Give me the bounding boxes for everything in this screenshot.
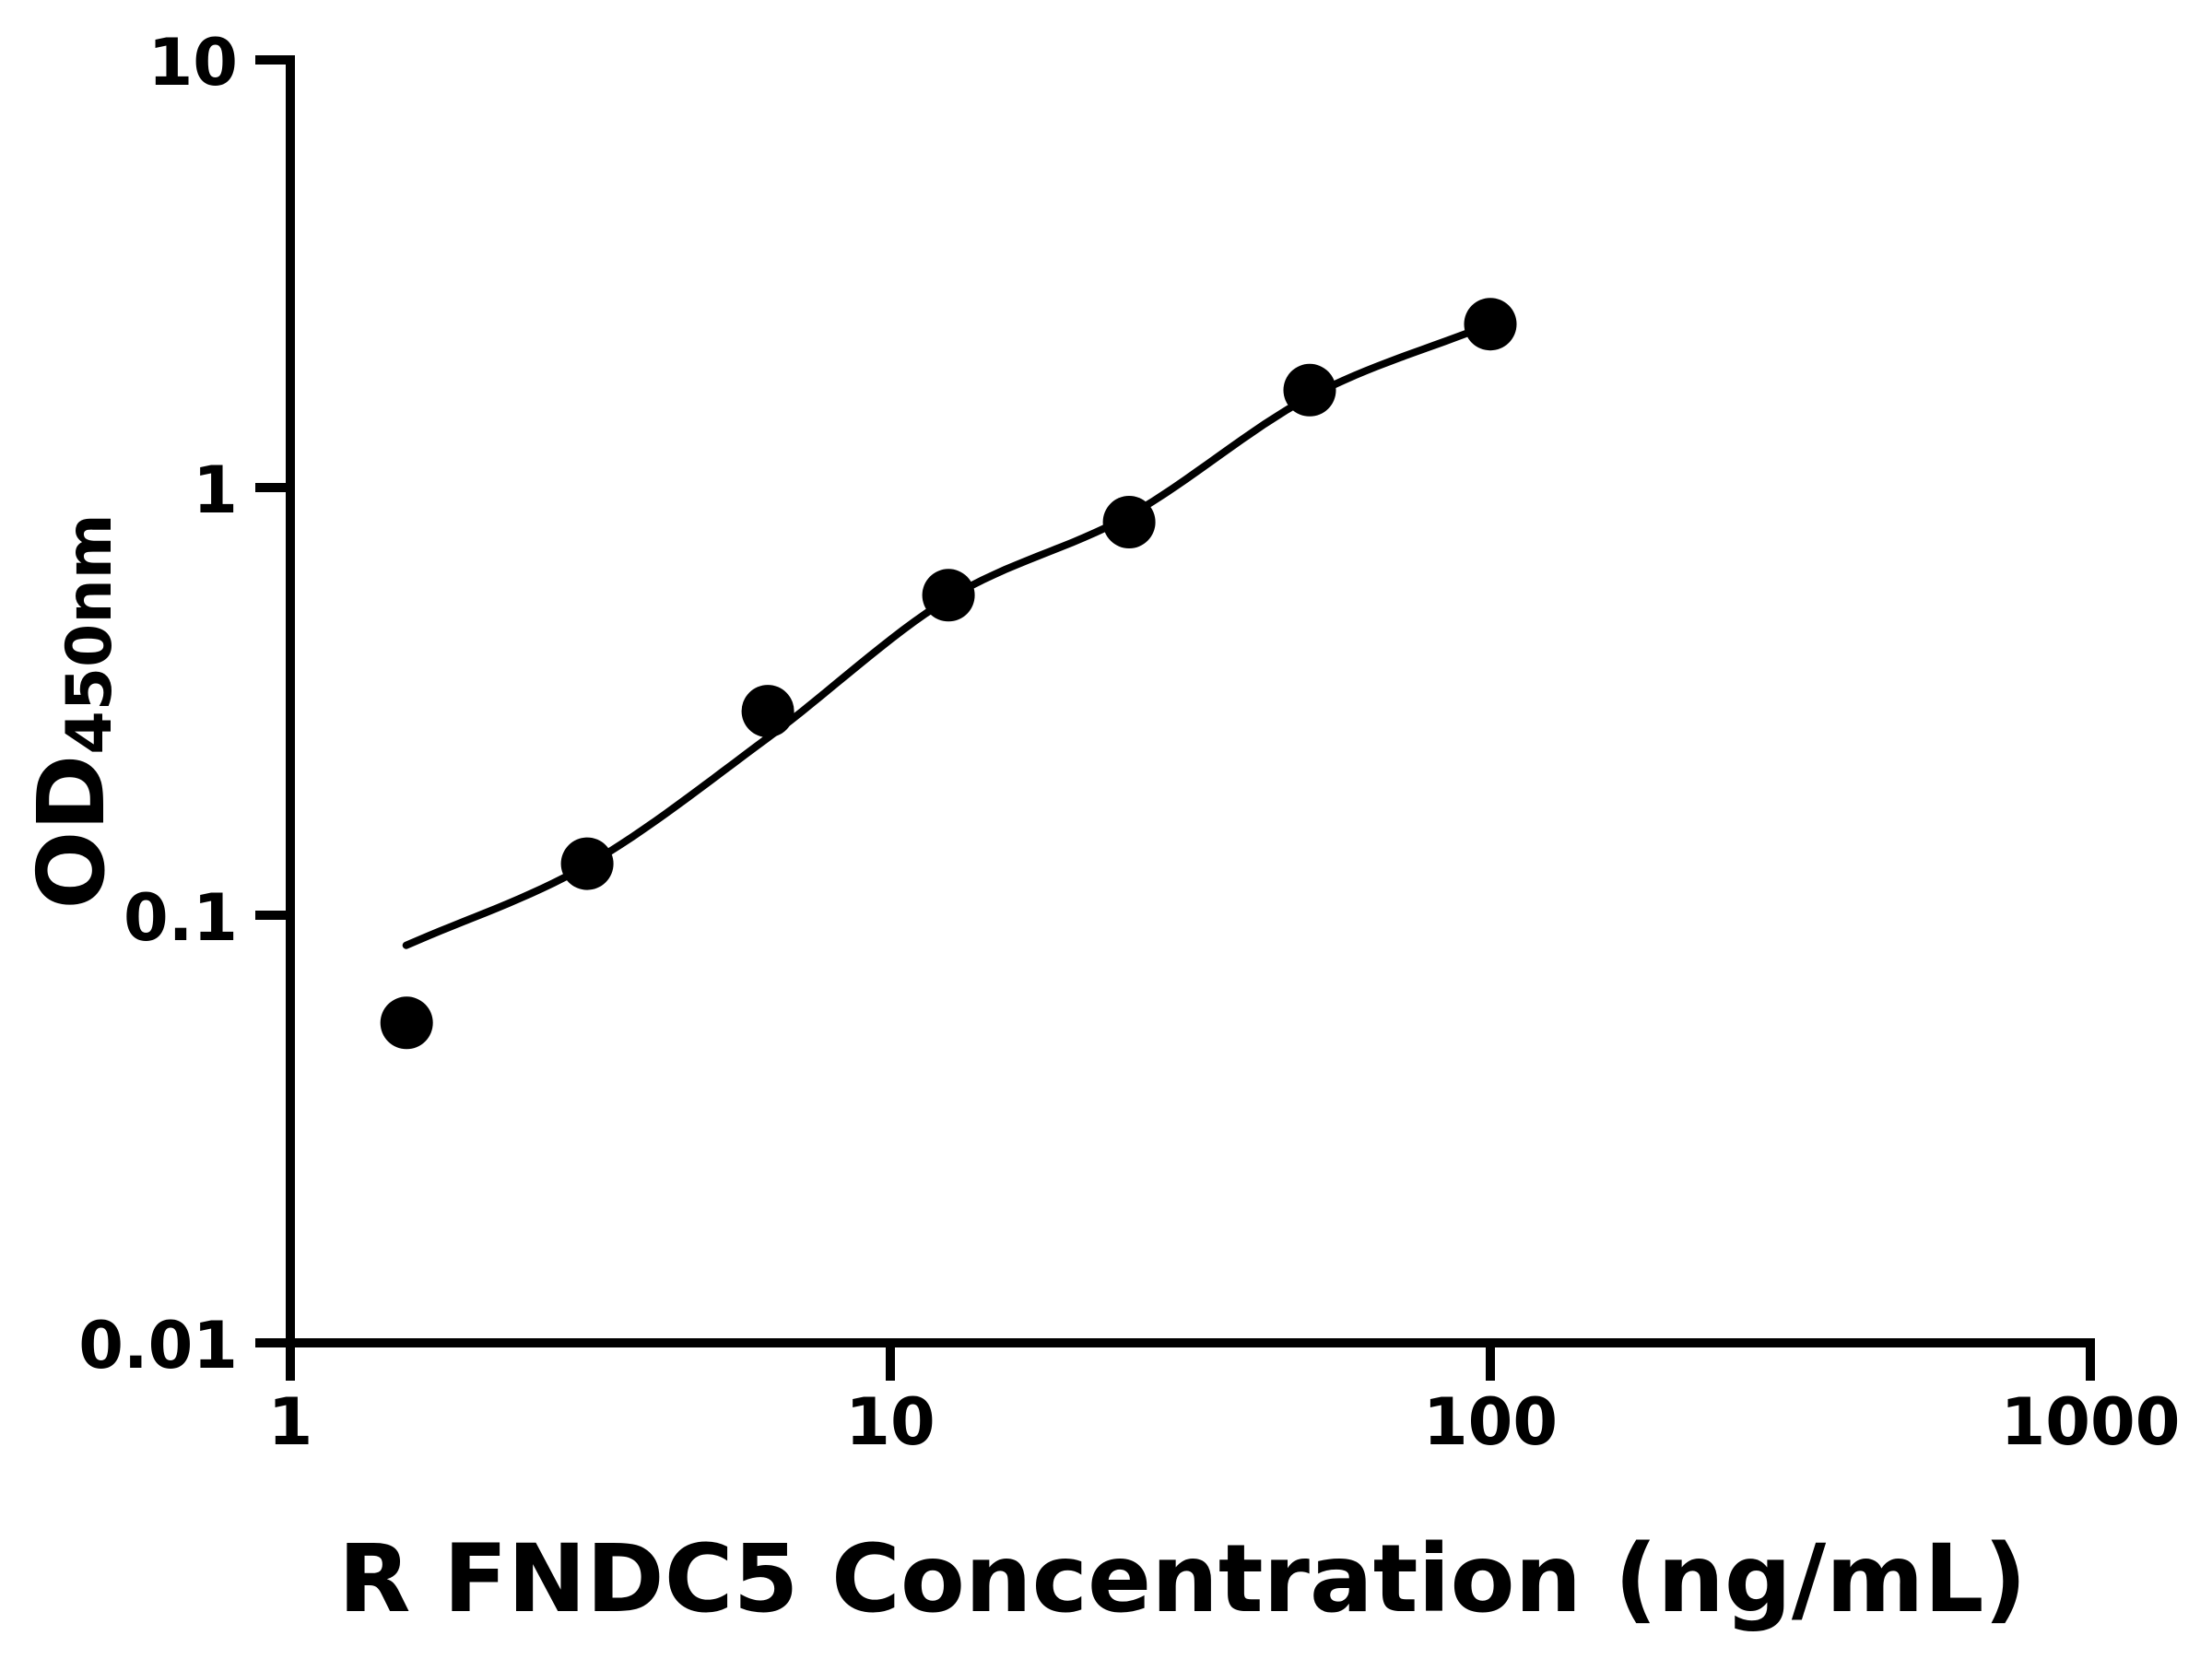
axes-layer: 0.01 0.1 1 10 1 10 100 1000 [78,25,2180,1460]
data-point-3 [741,685,794,738]
y-tick-label-10: 10 [148,25,238,100]
data-point-6 [1283,363,1336,417]
data-point-7 [1464,298,1517,351]
data-point-4 [922,569,975,622]
x-tick-label-100: 100 [1423,1384,1558,1460]
x-tick-label-1: 1 [268,1384,313,1460]
y-tick-label-1: 1 [193,453,238,528]
x-tick-label-1000: 1000 [2001,1384,2181,1460]
data-point-1 [380,996,433,1050]
y-tick-label-0.1: 0.1 [124,880,238,956]
x-tick-label-10: 10 [845,1384,935,1460]
x-axis-title: R FNDC5 Concentration (ng/mL) [338,1524,2027,1634]
data-points-layer [380,298,1517,1050]
y-axis-title: OD450nm [18,513,126,909]
y-axis-title-main: OD [18,755,125,910]
svg-text:OD450nm: OD450nm [18,513,126,909]
data-point-5 [1102,496,1156,548]
y-axis-title-sub: 450nm [53,513,126,754]
axis-spines [286,60,2095,1347]
data-point-2 [560,837,614,890]
y-tick-label-0.01: 0.01 [78,1308,238,1383]
